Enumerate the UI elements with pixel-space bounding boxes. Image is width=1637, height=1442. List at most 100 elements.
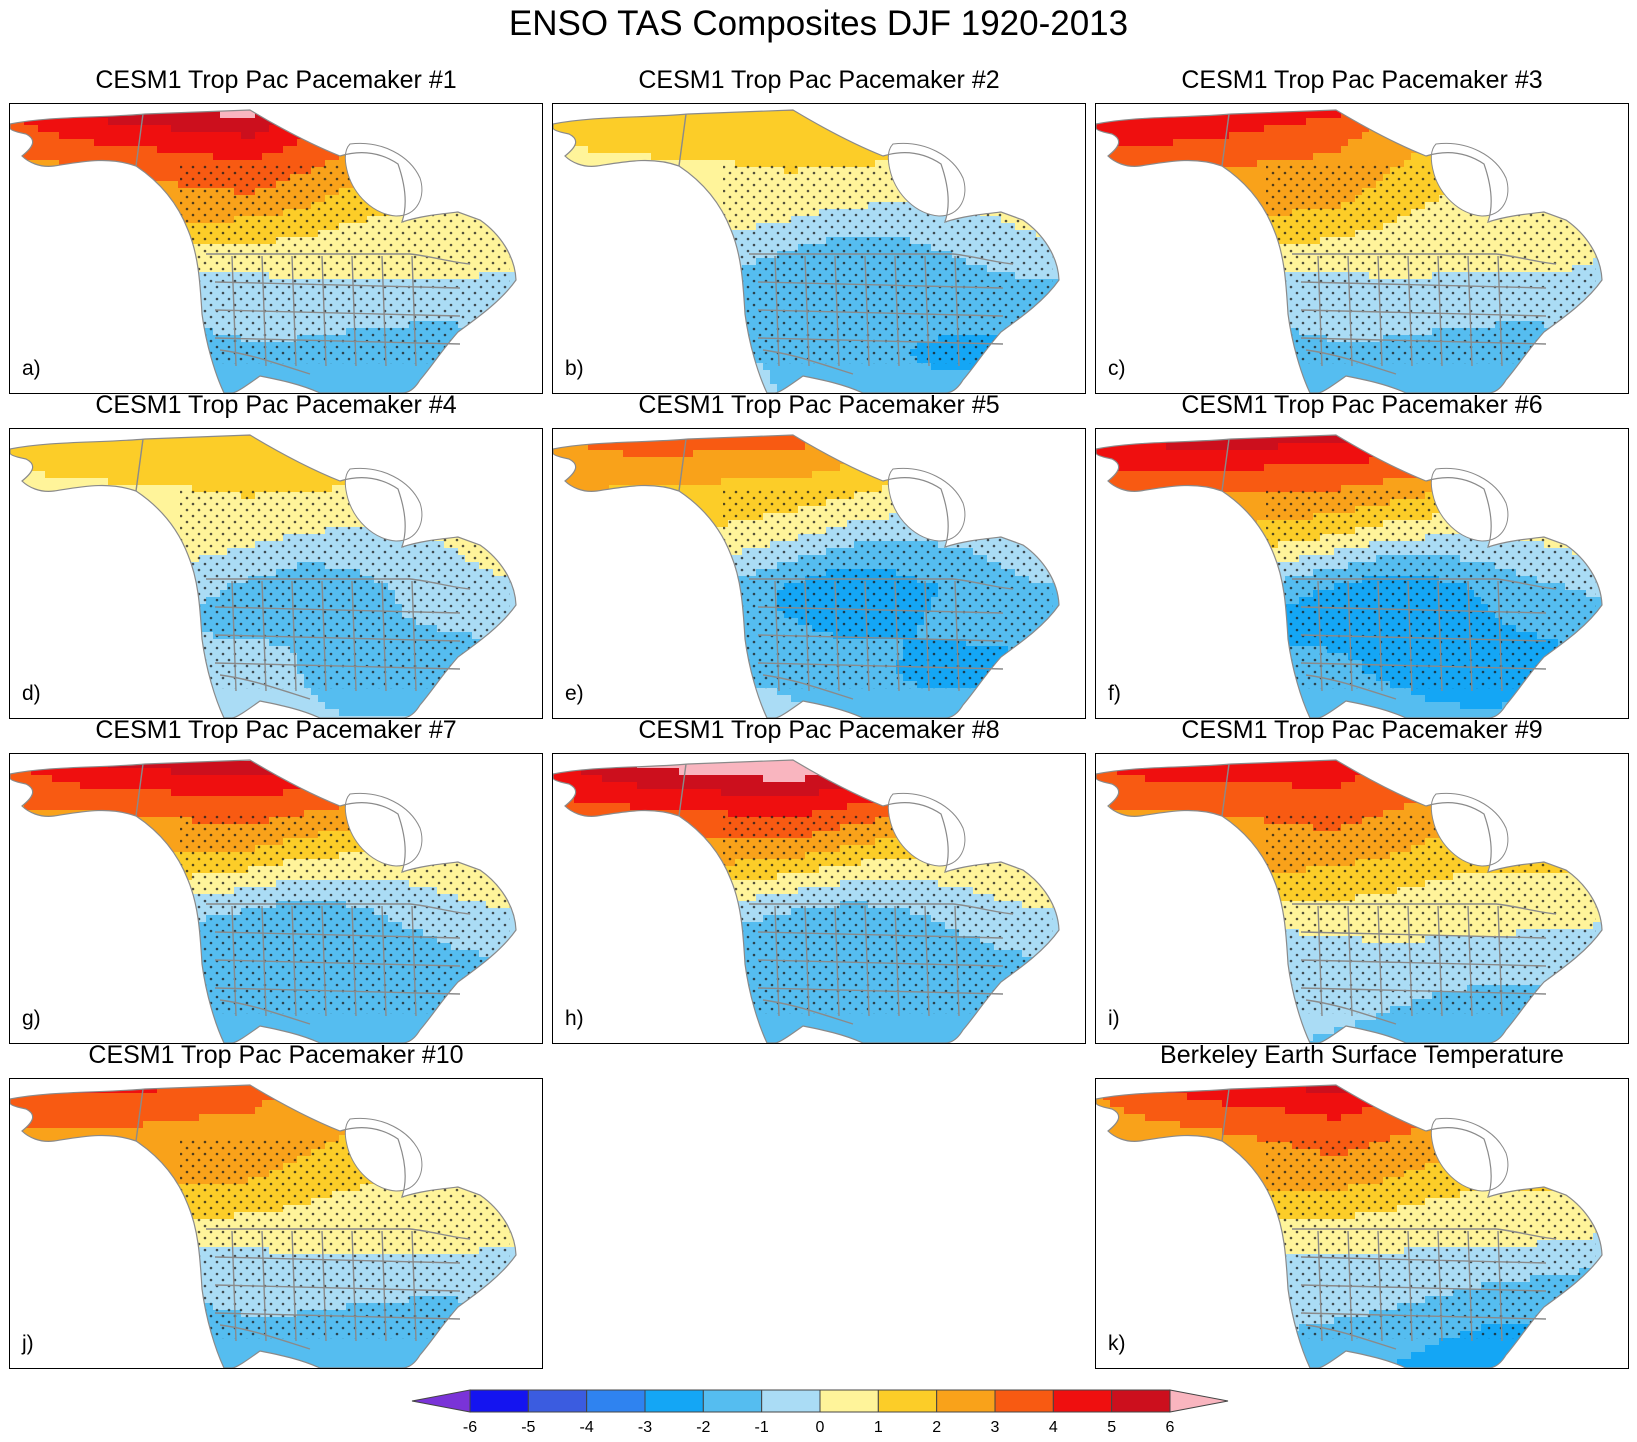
colorbar-tick-label: 4: [1049, 1419, 1058, 1436]
temperature-field: [1096, 110, 1602, 393]
map-area: [9, 103, 543, 394]
map-area: [1095, 753, 1629, 1044]
colorbar-bin: [877, 1389, 938, 1413]
coastline: [10, 109, 517, 393]
hudson-bay: [344, 467, 423, 542]
significance-stippling: [180, 489, 510, 689]
colorbar-bin: [819, 1389, 879, 1413]
temperature-field: [10, 760, 516, 1043]
colorbar-tick-label: -1: [755, 1419, 769, 1436]
colorbar-bin: [527, 1389, 588, 1413]
coastline: [553, 759, 1060, 1043]
colorbar-tick-label: -3: [638, 1419, 652, 1436]
map-panel-f: CESM1 Trop Pac Pacemaker #6 f): [1095, 391, 1629, 719]
colorbar-bin: [936, 1389, 996, 1413]
panel-title: CESM1 Trop Pac Pacemaker #5: [532, 389, 1106, 421]
colorbar-tick-label: -4: [580, 1419, 594, 1436]
map-area: [9, 428, 543, 719]
panel-letter: c): [1108, 357, 1126, 381]
significance-stippling: [1266, 1139, 1596, 1339]
map-area: [9, 1078, 543, 1369]
panel-title: CESM1 Trop Pac Pacemaker #6: [1075, 389, 1637, 421]
political-borders: [135, 438, 471, 700]
significance-stippling: [723, 164, 1053, 364]
political-borders: [1221, 763, 1557, 1025]
coastline: [10, 1084, 517, 1368]
map-svg: [553, 434, 1060, 718]
significance-stippling: [180, 164, 510, 364]
temperature-field: [1096, 1085, 1602, 1368]
map-area: [552, 753, 1086, 1044]
map-area: [552, 428, 1086, 719]
colorbar-svg: -6 -5 -4 -3 -2 -1 0 1 2 3 4 5 6: [411, 1389, 1229, 1436]
map-panel-e: CESM1 Trop Pac Pacemaker #5 e): [552, 391, 1086, 719]
significance-stippling: [180, 1139, 510, 1339]
colorbar-extend-high: [1169, 1389, 1229, 1413]
temperature-field: [553, 760, 1059, 1043]
colorbar-tick-label: 2: [932, 1419, 941, 1436]
colorbar-bin: [644, 1389, 704, 1413]
map-svg: [553, 109, 1060, 393]
panel-letter: j): [22, 1332, 34, 1356]
political-borders: [678, 113, 1014, 375]
significance-stippling: [1266, 164, 1596, 364]
panel-title: CESM1 Trop Pac Pacemaker #7: [0, 714, 563, 746]
coastline: [1096, 1084, 1603, 1368]
map-svg: [1096, 109, 1603, 393]
map-svg: [10, 434, 517, 718]
political-borders: [1221, 1088, 1557, 1350]
figure-title: ENSO TAS Composites DJF 1920-2013: [0, 2, 1637, 46]
map-svg: [553, 759, 1060, 1043]
colorbar-tick-label: -2: [696, 1419, 710, 1436]
map-panel-g: CESM1 Trop Pac Pacemaker #7 g): [9, 716, 543, 1044]
coastline: [1096, 109, 1603, 393]
panel-title: CESM1 Trop Pac Pacemaker #10: [0, 1039, 563, 1071]
map-panel-d: CESM1 Trop Pac Pacemaker #4 d): [9, 391, 543, 719]
panel-title: CESM1 Trop Pac Pacemaker #4: [0, 389, 563, 421]
hudson-bay: [344, 1117, 423, 1192]
panel-letter: g): [22, 1007, 41, 1031]
political-borders: [135, 113, 471, 375]
temperature-field: [1096, 435, 1602, 718]
political-borders: [678, 763, 1014, 1025]
political-borders: [135, 1088, 471, 1350]
panel-title: CESM1 Trop Pac Pacemaker #9: [1075, 714, 1637, 746]
panel-title: CESM1 Trop Pac Pacemaker #2: [532, 64, 1106, 96]
temperature-field: [553, 435, 1059, 718]
hudson-bay: [1430, 792, 1509, 867]
colorbar-bin: [761, 1389, 821, 1413]
colorbar-extend-low: [411, 1389, 471, 1413]
political-borders: [135, 763, 471, 1025]
significance-stippling: [1266, 489, 1596, 689]
colorbar-tick-label: 0: [816, 1419, 825, 1436]
panel-letter: f): [1108, 682, 1121, 706]
political-borders: [1221, 113, 1557, 375]
temperature-field: [10, 435, 516, 718]
panel-title: CESM1 Trop Pac Pacemaker #8: [532, 714, 1106, 746]
map-panel-b: CESM1 Trop Pac Pacemaker #2 b): [552, 66, 1086, 394]
map-panel-a: CESM1 Trop Pac Pacemaker #1 a): [9, 66, 543, 394]
colorbar-tick-label: 3: [991, 1419, 1000, 1436]
panel-letter: h): [565, 1007, 584, 1031]
map-panel-h: CESM1 Trop Pac Pacemaker #8 h): [552, 716, 1086, 1044]
temperature-field: [10, 1085, 516, 1368]
panel-letter: i): [1108, 1007, 1120, 1031]
coastline: [10, 759, 517, 1043]
map-area: [552, 103, 1086, 394]
map-svg: [1096, 1084, 1603, 1368]
map-area: [1095, 103, 1629, 394]
map-svg: [10, 1084, 517, 1368]
political-borders: [678, 438, 1014, 700]
significance-stippling: [723, 814, 1053, 1014]
colorbar-bin: [469, 1389, 529, 1413]
map-area: [1095, 428, 1629, 719]
colorbar-tick-label: -6: [463, 1419, 477, 1436]
political-borders: [1221, 438, 1557, 700]
map-panel-c: CESM1 Trop Pac Pacemaker #3 c): [1095, 66, 1629, 394]
panel-letter: k): [1108, 1332, 1126, 1356]
map-svg: [1096, 434, 1603, 718]
temperature-field: [10, 110, 516, 393]
significance-stippling: [180, 814, 510, 1014]
hudson-bay: [887, 142, 966, 217]
panel-letter: d): [22, 682, 41, 706]
